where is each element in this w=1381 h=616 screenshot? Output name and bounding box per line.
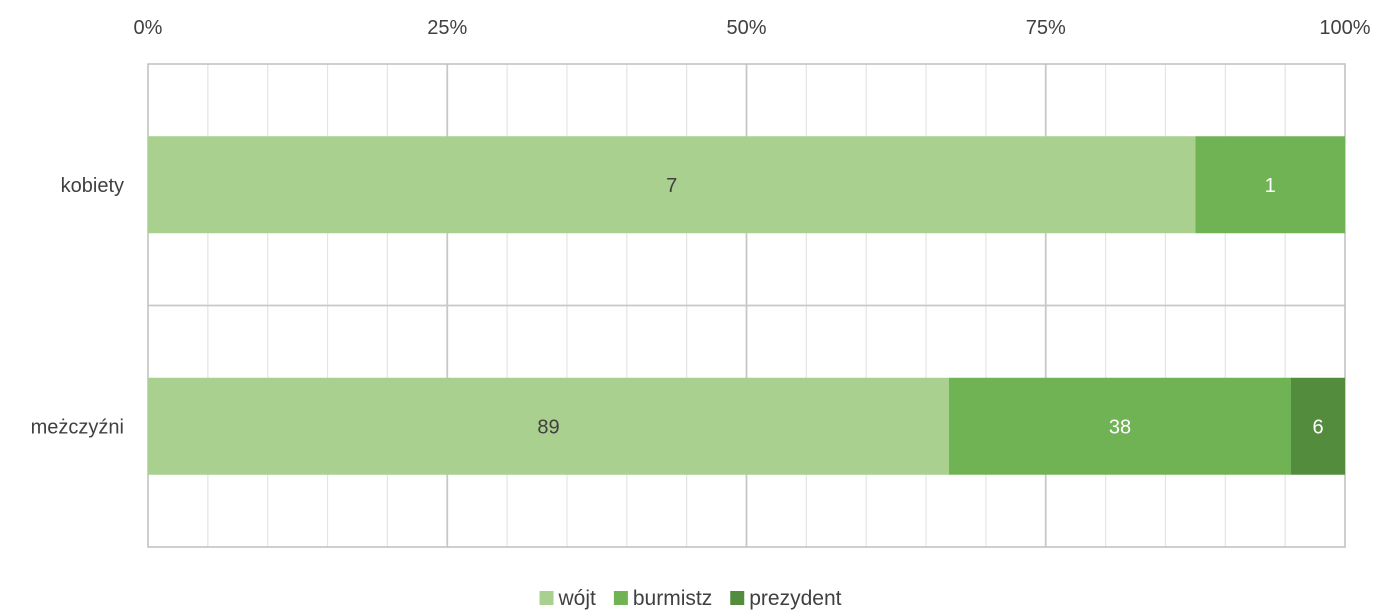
- bar-segment: [1195, 136, 1345, 234]
- x-tick-label: 100%: [1319, 17, 1370, 39]
- bar-series: [148, 136, 1345, 475]
- bar-segment: [1291, 377, 1345, 475]
- category-label: kobiety: [61, 175, 124, 197]
- bar-segment: [148, 136, 1196, 234]
- data-label: 1: [1265, 175, 1276, 197]
- x-axis-tick-labels: 0% 25% 50% 75% 100%: [134, 17, 1371, 39]
- y-axis-category-labels: kobiety meżczyźni: [31, 175, 124, 439]
- legend-swatch: [730, 591, 745, 605]
- x-tick-label: 0%: [134, 17, 163, 39]
- legend-label: burmistz: [633, 587, 712, 610]
- x-tick-label: 50%: [726, 17, 766, 39]
- data-labels: 7 1 89 38 6: [537, 175, 1323, 439]
- legend-label: prezydent: [749, 587, 841, 610]
- x-tick-label: 75%: [1026, 17, 1066, 39]
- plot-area-frame: [147, 63, 1346, 548]
- bar-segment: [949, 377, 1291, 475]
- legend-label: wójt: [558, 587, 597, 610]
- legend-swatch: [613, 591, 628, 605]
- data-label: 38: [1109, 416, 1131, 438]
- category-label: meżczyźni: [31, 416, 124, 438]
- legend: wójt burmistz prezydent: [539, 587, 842, 610]
- bar-segment: [148, 377, 949, 475]
- data-label: 89: [537, 416, 559, 438]
- data-label: 7: [666, 175, 677, 197]
- data-label: 6: [1312, 416, 1323, 438]
- legend-swatch: [539, 591, 554, 605]
- x-tick-label: 25%: [427, 17, 467, 39]
